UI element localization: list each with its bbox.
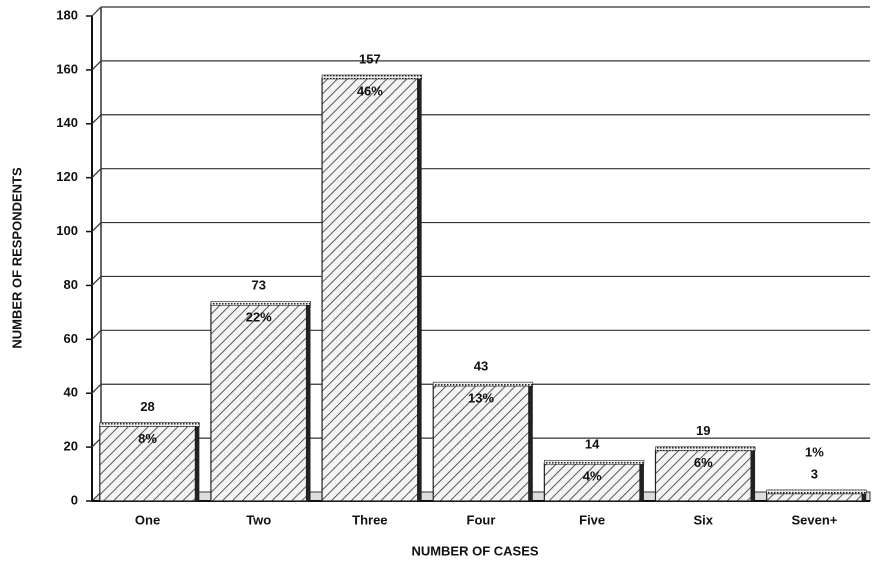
- bar-top: [210, 301, 311, 306]
- y-tick-label: 60: [64, 331, 78, 346]
- x-tick-label: Two: [246, 512, 271, 527]
- y-tick-label: 100: [56, 223, 78, 238]
- y-tick-label: 180: [56, 7, 78, 22]
- value-label: 19: [696, 423, 710, 438]
- percent-label: 8%: [138, 431, 157, 446]
- y-tick-label: 40: [64, 385, 78, 400]
- y-tick-label: 80: [64, 277, 78, 292]
- y-tick-label: 120: [56, 169, 78, 184]
- x-axis-label: NUMBER OF CASES: [411, 543, 538, 558]
- percent-label: 13%: [468, 391, 494, 406]
- y-tick-label: 140: [56, 115, 78, 130]
- x-tick-label: Seven+: [791, 512, 837, 527]
- y-axis-label: NUMBER OF RESPONDENTS: [9, 167, 24, 349]
- percent-label: 46%: [357, 83, 383, 98]
- grid-line: [91, 114, 102, 125]
- grid-line: [91, 168, 102, 179]
- bar-top: [321, 74, 422, 80]
- bar-top: [99, 422, 200, 427]
- bar: [543, 462, 641, 502]
- percent-label: 1%: [805, 444, 824, 459]
- percent-label: 4%: [583, 469, 602, 484]
- bar: [99, 424, 196, 502]
- bar-top: [432, 381, 534, 387]
- value-label: 73: [251, 278, 265, 293]
- value-label: 3: [811, 466, 818, 481]
- grid-line: [91, 222, 102, 232]
- y-tick-label: 20: [64, 439, 78, 454]
- value-label: 157: [359, 51, 381, 66]
- x-tick-label: Six: [694, 512, 714, 527]
- bar-top: [544, 459, 645, 465]
- grid-line: [91, 383, 102, 394]
- grid-line: [91, 276, 102, 286]
- y-tick-label: 0: [71, 492, 78, 507]
- value-label: 14: [585, 437, 600, 452]
- grid-line: [91, 60, 102, 71]
- value-label: 28: [140, 399, 154, 414]
- bar-top: [655, 446, 756, 452]
- grid-line: [91, 329, 102, 340]
- grid-line: [91, 6, 102, 17]
- value-label: 43: [474, 359, 488, 374]
- x-tick-label: One: [135, 512, 160, 527]
- bar: [321, 77, 419, 502]
- percent-label: 22%: [246, 310, 272, 325]
- bar: [432, 384, 530, 502]
- x-tick-label: Three: [352, 512, 387, 527]
- bar-top: [766, 489, 867, 495]
- x-tick-label: Five: [579, 512, 605, 527]
- y-tick-label: 160: [56, 61, 78, 76]
- bar: [654, 449, 752, 502]
- percent-label: 6%: [694, 455, 713, 470]
- x-tick-label: Four: [467, 512, 496, 527]
- bar: [210, 303, 308, 502]
